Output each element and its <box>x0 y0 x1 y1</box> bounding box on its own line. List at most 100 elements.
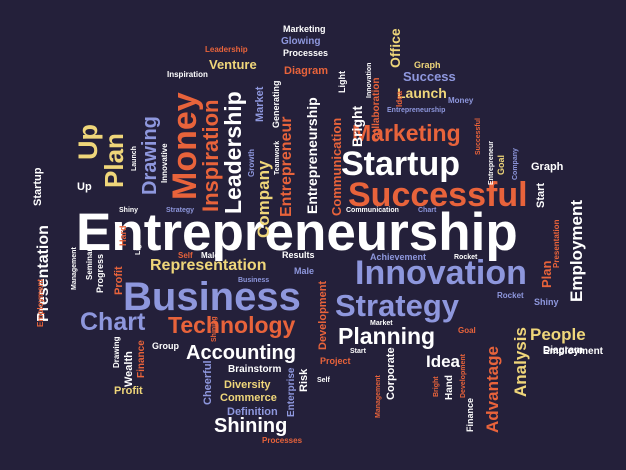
word-startup-small: Startup <box>32 167 44 207</box>
word-chart-big: Chart <box>80 308 146 336</box>
word-employment-vert: Employment <box>567 199 586 302</box>
word-company: Company <box>254 160 273 238</box>
word-idea-top: Idea <box>395 90 404 107</box>
word-self-left: Self <box>178 251 193 260</box>
word-start-right: Start <box>535 182 547 208</box>
word-successful: Successful <box>348 176 528 214</box>
word-innovative: Innovative <box>160 143 169 183</box>
word-innovation-small: Innovation <box>366 62 373 98</box>
word-seminar: Seminar <box>85 248 94 280</box>
word-light-mid: Light <box>135 237 142 255</box>
word-money-big: Money <box>166 92 204 200</box>
word-rocket-mid: Rocket <box>454 254 478 261</box>
word-money-small: Money <box>448 96 474 105</box>
word-advantage: Advantage <box>483 346 502 433</box>
word-entrepreneurship-main: Entrepreneurship <box>76 203 518 262</box>
word-wealth: Wealth <box>123 351 135 387</box>
word-up-small: Up <box>77 181 92 193</box>
word-light-top: Light <box>337 71 347 93</box>
word-brainstorm: Brainstorm <box>228 364 282 375</box>
word-diagram-top: Diagram <box>284 65 329 77</box>
word-goal-mid: Goal <box>458 326 476 335</box>
word-definition: Definition <box>227 406 278 418</box>
word-diagram-right: Diagram <box>543 345 584 356</box>
word-company-small: Company <box>512 148 519 180</box>
word-cheerful: Cheerful <box>202 360 214 405</box>
word-drawing-big: Drawing <box>139 116 161 195</box>
word-start-small: Start <box>350 348 366 355</box>
word-communication-small: Communication <box>346 207 399 214</box>
word-corporate: Corporate <box>385 347 397 400</box>
word-market-top: Market <box>254 86 266 122</box>
word-finance-left: Finance <box>136 340 147 378</box>
word-group: Group <box>152 341 179 351</box>
word-profit-small: Profit <box>113 266 125 295</box>
word-graph-top: Graph <box>414 60 441 70</box>
word-management-left: Management <box>71 247 78 290</box>
word-venture: Venture <box>209 57 257 72</box>
word-people: People <box>530 325 586 344</box>
word-market: Market <box>370 320 393 327</box>
word-plan-right: Plan <box>539 260 554 288</box>
word-enterprise: Enterprise <box>286 367 297 417</box>
word-generating: Generating <box>271 80 281 128</box>
word-up-big: Up <box>73 124 103 160</box>
word-achievement: Achievement <box>370 252 427 262</box>
word-entrepreneurship-vert: Entrepreneurship <box>304 97 320 214</box>
word-management-right: Management <box>375 375 382 418</box>
word-innovation: Innovation <box>355 254 527 292</box>
word-business: Business <box>123 275 301 319</box>
word-finance-right: Finance <box>465 397 475 432</box>
word-risk: Risk <box>298 368 310 392</box>
word-inspiration-big: Inspiration <box>198 99 223 212</box>
word-bright-small: Bright <box>433 376 440 397</box>
word-male-left: Male <box>201 251 219 260</box>
word-diversity: Diversity <box>224 379 271 391</box>
word-entrepreneur: Entrepreneur <box>278 116 295 217</box>
word-entrepreneurship-small: Entrepreneurship <box>387 107 446 114</box>
word-representation: Representation <box>150 257 267 274</box>
word-teamwork: Teamwork <box>274 140 281 175</box>
word-successful-small: Successful <box>475 118 482 155</box>
word-collaboration: Collaboration <box>371 77 382 142</box>
word-plan-big: Plan <box>99 133 129 188</box>
word-hand-right: Hand <box>444 375 455 400</box>
word-entrepreneur-small: Entrepreneur <box>488 141 495 185</box>
word-chart-small: Chart <box>418 207 437 214</box>
word-marketing-small: Marketing <box>283 24 326 34</box>
word-processes-bottom: Processes <box>262 436 303 445</box>
word-office: Office <box>387 28 403 68</box>
word-rocket-right: Rocket <box>497 291 524 300</box>
word-commerce: Commerce <box>220 392 277 404</box>
word-employment-left: Employment <box>36 278 45 327</box>
word-processes-top: Processes <box>283 48 329 58</box>
word-project: Project <box>320 356 351 366</box>
word-results: Results <box>282 250 315 260</box>
word-shining-small: Shining <box>211 316 218 342</box>
word-glowing: Glowing <box>281 36 321 47</box>
word-male: Male <box>294 266 315 276</box>
word-launch-top: Launch <box>397 85 447 101</box>
word-startup-big: Startup <box>341 145 460 183</box>
word-shining: Shining <box>214 415 288 437</box>
word-development-right: Development <box>460 354 467 398</box>
word-self-bottom: Self <box>317 377 330 384</box>
word-profit: Profit <box>114 385 143 397</box>
word-graph-right: Graph <box>531 161 564 173</box>
word-employment-right: Employment <box>543 346 604 357</box>
word-success-top: Success <box>403 69 456 84</box>
word-progress: Progress <box>95 253 105 293</box>
word-presentation-right: Presentation <box>552 219 561 268</box>
word-shiny-right: Shiny <box>534 297 559 307</box>
word-bright: Bright <box>349 105 365 147</box>
word-inspiration-small: Inspiration <box>167 70 208 79</box>
word-business-small: Business <box>238 277 270 284</box>
word-analysis: Analysis <box>511 327 530 397</box>
word-goal-right: Goal <box>496 154 506 175</box>
word-marketing-big: Marketing <box>352 120 461 146</box>
word-communication-vert: Communication <box>329 117 344 216</box>
word-launch-small: Launch <box>131 146 138 171</box>
word-leadership-big: Leadership <box>220 91 246 214</box>
word-shiny-left: Shiny <box>119 207 139 214</box>
